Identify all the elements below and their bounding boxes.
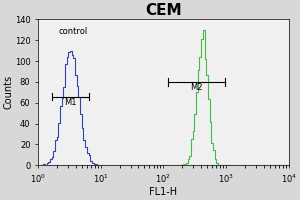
X-axis label: FL1-H: FL1-H	[149, 187, 177, 197]
Text: M2: M2	[190, 83, 203, 92]
Text: M1: M1	[64, 98, 77, 107]
Title: CEM: CEM	[145, 3, 182, 18]
Text: control: control	[58, 27, 87, 36]
Y-axis label: Counts: Counts	[3, 75, 13, 109]
